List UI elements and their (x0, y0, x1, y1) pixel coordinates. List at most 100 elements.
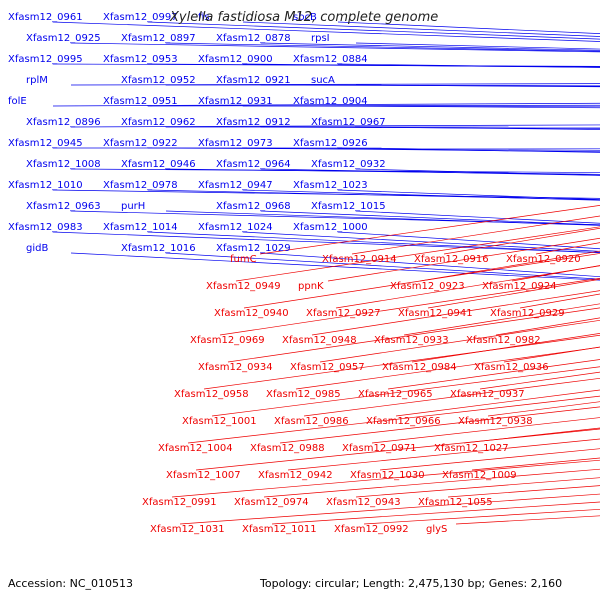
reverse-leader-line (279, 406, 600, 444)
reverse-gene-label: Xfasm12_1004 (158, 443, 233, 454)
forward-gene-label: Xfasm12_1023 (293, 180, 368, 191)
reverse-leader-line (263, 468, 600, 498)
forward-gene-label: Xfasm12_0897 (121, 33, 196, 44)
reverse-gene-label: Xfasm12_0927 (306, 308, 381, 319)
reverse-leader-line (235, 226, 600, 282)
reverse-gene-label: Xfasm12_0933 (374, 335, 449, 346)
forward-gene-label: Xfasm12_0878 (216, 33, 291, 44)
reverse-leader-line (335, 265, 600, 309)
forward-gene-label: sbcB (293, 12, 317, 23)
reverse-gene-label: Xfasm12_0949 (206, 281, 281, 292)
reverse-gene-label: Xfasm12_1009 (442, 470, 517, 481)
reverse-gene-label: Xfasm12_0916 (414, 254, 489, 265)
forward-leader-line (165, 42, 600, 52)
leader-lines (52, 21, 600, 525)
reverse-gene-label: Xfasm12_0958 (174, 389, 249, 400)
map-title: Xylella fastidiosa M12, complete genome (169, 10, 438, 25)
reverse-leader-line (419, 250, 600, 282)
reverse-gene-label: Xfasm12_0985 (266, 389, 341, 400)
forward-gene-label: Xfasm12_0962 (121, 117, 196, 128)
reverse-gene-label: Xfasm12_0943 (326, 497, 401, 508)
forward-gene-label: Xfasm12_0926 (293, 138, 368, 149)
forward-leader-line (242, 63, 600, 68)
forward-gene-label: Xfasm12_0973 (198, 138, 273, 149)
forward-leader-line (52, 102, 600, 107)
reverse-gene-label: Xfasm12_0948 (282, 335, 357, 346)
forward-leader-line (165, 210, 600, 226)
reverse-gene-label: Xfasm12_0982 (466, 335, 541, 346)
forward-leader-line (260, 42, 600, 51)
forward-leader-line (52, 21, 600, 42)
reverse-leader-line (243, 253, 600, 309)
forward-gene-label: Xfasm12_0964 (216, 159, 291, 170)
forward-gene-label: Xfasm12_0932 (311, 159, 386, 170)
forward-gene-label: Xfasm12_0968 (216, 201, 291, 212)
forward-leader-line (147, 104, 600, 107)
reverse-leader-line (351, 215, 600, 255)
forward-leader-line (70, 42, 600, 53)
forward-gene-label: Xfasm12_0925 (26, 33, 101, 44)
reverse-leader-line (327, 237, 600, 282)
forward-gene-label: gidB (26, 243, 48, 254)
forward-leader-line (70, 124, 600, 128)
reverse-leader-line (303, 377, 600, 417)
forward-leader-line (147, 189, 600, 201)
reverse-gene-label: Xfasm12_0914 (322, 254, 397, 265)
forward-gene-label: Xfasm12_0997 (103, 12, 178, 23)
accession-text: Accession: NC_010513 (8, 577, 133, 590)
reverse-gene-label: Xfasm12_1011 (242, 524, 317, 535)
reverse-gene-label: Xfasm12_0941 (398, 308, 473, 319)
forward-gene-label: Xfasm12_0884 (293, 54, 368, 65)
reverse-leader-line (227, 307, 600, 363)
reverse-gene-label: Xfasm12_1027 (434, 443, 509, 454)
forward-gene-label: Xfasm12_0978 (103, 180, 178, 191)
reverse-gene-label: Xfasm12_0938 (458, 416, 533, 427)
forward-gene-label: Xfasm12_1024 (198, 222, 273, 233)
forward-gene-label: Xfasm12_0921 (216, 75, 291, 86)
forward-gene-label: Xfasm12_0945 (8, 138, 83, 149)
reverse-leader-line (295, 346, 600, 390)
reverse-gene-label: Xfasm12_0988 (250, 443, 325, 454)
forward-leader-line (337, 63, 600, 68)
forward-gene-label: Xfasm12_0931 (198, 96, 273, 107)
forward-gene-label: folE (8, 96, 27, 107)
forward-gene-label: Xfasm12_0946 (121, 159, 196, 170)
forward-leader-line (355, 126, 600, 130)
forward-leader-line (242, 147, 600, 153)
forward-gene-label: fis (198, 12, 210, 23)
reverse-gene-label: Xfasm12_0924 (482, 281, 557, 292)
reverse-gene-label: Xfasm12_0992 (334, 524, 409, 535)
forward-gene-label: Xfasm12_0947 (198, 180, 273, 191)
forward-leader-line (337, 105, 600, 109)
forward-gene-label: Xfasm12_1016 (121, 243, 196, 254)
reverse-gene-label: fumC (230, 254, 257, 265)
forward-leader-line (337, 147, 600, 153)
reverse-gene-label: Xfasm12_0942 (258, 470, 333, 481)
reverse-gene-label: Xfasm12_0957 (290, 362, 365, 373)
reverse-gene-label: Xfasm12_0936 (474, 362, 549, 373)
forward-leader-line (260, 168, 600, 176)
reverse-leader-line (203, 334, 600, 390)
forward-gene-label: Xfasm12_0953 (103, 54, 178, 65)
forward-gene-label: Xfasm12_1008 (26, 159, 101, 170)
forward-leader-line (242, 231, 600, 252)
forward-leader-line (147, 231, 600, 253)
forward-leader-line (52, 231, 600, 253)
reverse-gene-label: Xfasm12_0937 (450, 389, 525, 400)
reverse-gene-label: Xfasm12_0920 (506, 254, 581, 265)
reverse-gene-label: Xfasm12_0940 (214, 308, 289, 319)
reverse-leader-line (219, 277, 600, 336)
gene-labels: Xfasm12_0961 Xfasm12_0997 fis sbcBXfasm12_0… (8, 12, 581, 535)
forward-leader-line (70, 83, 600, 86)
forward-gene-label: Xfasm12_0904 (293, 96, 368, 107)
forward-gene-label: Xfasm12_0896 (26, 117, 101, 128)
forward-gene-label: Xfasm12_0951 (103, 96, 178, 107)
forward-leader-line (147, 21, 600, 40)
reverse-leader-line (259, 205, 600, 255)
forward-gene-label: Xfasm12_0963 (26, 201, 101, 212)
reverse-gene-label: Xfasm12_0991 (142, 497, 217, 508)
forward-gene-label: Xfasm12_1010 (8, 180, 83, 191)
reverse-leader-line (179, 493, 600, 525)
reverse-gene-label: Xfasm12_1007 (166, 470, 241, 481)
forward-gene-label: sucA (311, 75, 335, 86)
